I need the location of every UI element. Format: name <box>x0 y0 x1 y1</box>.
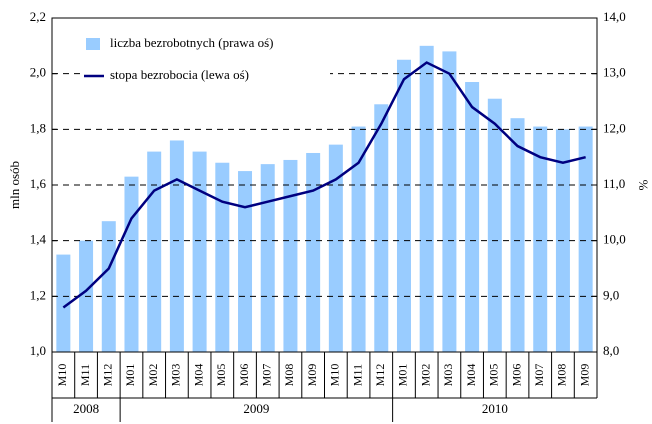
bar <box>396 59 411 352</box>
x-tick-label: M12 <box>373 364 387 387</box>
x-tick-label: M02 <box>146 364 160 387</box>
y2-tick-label: 12,0 <box>603 120 626 135</box>
x-tick-label: M03 <box>169 364 183 387</box>
bar <box>260 164 275 352</box>
bar <box>169 140 184 352</box>
bar <box>124 176 139 352</box>
x-tick-label: M10 <box>328 364 342 387</box>
x-tick-label: M05 <box>214 364 228 387</box>
bar <box>56 254 71 352</box>
bar <box>351 126 366 352</box>
x-tick-label: M04 <box>191 364 205 387</box>
x-tick-label: M06 <box>237 364 251 387</box>
legend-box <box>80 28 330 92</box>
y-axis-title: mln osób <box>7 161 22 209</box>
y-tick-label: 1,4 <box>30 232 47 247</box>
bar <box>578 126 593 352</box>
x-tick-label: M12 <box>101 364 115 387</box>
legend-label: liczba bezrobotnych (prawa oś) <box>110 35 274 50</box>
bar <box>215 162 230 352</box>
bar <box>328 144 343 352</box>
x-tick-label: M07 <box>259 364 273 387</box>
y2-tick-label: 14,0 <box>603 9 626 24</box>
x-tick-label: M01 <box>123 364 137 387</box>
x-tick-label: M11 <box>350 364 364 386</box>
y2-tick-label: 8,0 <box>603 343 619 358</box>
year-label: 2010 <box>482 401 508 416</box>
x-tick-label: M03 <box>441 364 455 387</box>
y2-axis-title: % <box>636 180 651 191</box>
year-label: 2008 <box>73 401 99 416</box>
y-tick-label: 1,2 <box>30 287 46 302</box>
bar <box>306 152 321 352</box>
bar <box>533 126 548 352</box>
bar <box>419 45 434 352</box>
bar <box>283 159 298 352</box>
y2-tick-label: 9,0 <box>603 287 619 302</box>
x-tick-label: M01 <box>396 364 410 387</box>
bar <box>101 221 116 352</box>
x-tick-label: M08 <box>555 364 569 387</box>
x-tick-label: M09 <box>305 364 319 387</box>
year-label: 2009 <box>243 401 269 416</box>
x-tick-label: M08 <box>282 364 296 387</box>
bar <box>192 151 207 352</box>
y2-tick-label: 11,0 <box>603 176 625 191</box>
y2-tick-label: 10,0 <box>603 232 626 247</box>
legend: liczba bezrobotnych (prawa oś) stopa bezr… <box>80 28 330 92</box>
x-tick-label: M09 <box>577 364 591 387</box>
y-tick-label: 1,6 <box>30 176 47 191</box>
x-tick-label: M04 <box>464 364 478 387</box>
x-tick-label: M06 <box>509 364 523 387</box>
x-tick-label: M05 <box>487 364 501 387</box>
bar <box>442 51 457 353</box>
legend-label: stopa bezrobocia (lewa oś) <box>110 67 249 82</box>
y2-tick-label: 13,0 <box>603 65 626 80</box>
y-tick-label: 1,8 <box>30 120 46 135</box>
y-tick-label: 2,0 <box>30 65 46 80</box>
line-series <box>62 61 586 309</box>
x-tick-label: M10 <box>55 364 69 387</box>
x-tick-label: M02 <box>418 364 432 387</box>
bar <box>465 82 480 353</box>
x-tick-label: M11 <box>78 364 92 386</box>
bar <box>147 151 162 352</box>
y-tick-label: 2,2 <box>30 9 46 24</box>
y-tick-label: 1,0 <box>30 343 46 358</box>
bar <box>510 118 525 352</box>
legend-swatch <box>86 38 100 50</box>
x-tick-label: M07 <box>532 364 546 387</box>
bar <box>487 98 502 352</box>
bar <box>238 171 253 352</box>
bar <box>374 104 389 353</box>
